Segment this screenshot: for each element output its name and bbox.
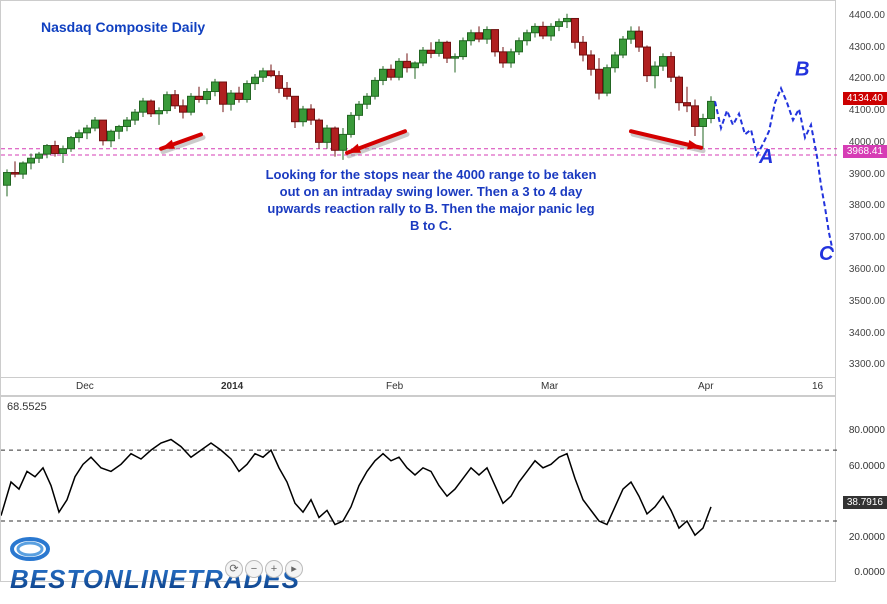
time-x-axis: Dec 2014 Feb Mar Apr 16 (0, 378, 836, 396)
indicator-current-marker: 38.7916 (843, 496, 887, 509)
svg-text:out on an intraday swing lower: out on an intraday swing lower. Then a 3… (280, 184, 583, 199)
indicator-y-axis: 0.000020.000040.000060.000080.000038.791… (836, 396, 887, 582)
svg-text:A: A (758, 146, 773, 168)
ytick-label: 4200.00 (849, 73, 885, 84)
price-chart-panel: A B C Looking for the stops near the 4000 r… (0, 0, 836, 378)
xtick-label: 2014 (221, 381, 243, 392)
ytick-label: 3300.00 (849, 359, 885, 370)
support-marker: 3968.41 (843, 145, 887, 158)
indicator-value-label: 68.5525 (7, 401, 47, 413)
chart-toolbar: ⟳−+▸ (225, 560, 303, 578)
toolbar-button[interactable]: + (265, 560, 283, 578)
indicator-ytick: 20.0000 (849, 532, 885, 543)
chart-title: Nasdaq Composite Daily (41, 19, 205, 35)
ytick-label: 4100.00 (849, 105, 885, 116)
toolbar-button[interactable]: ⟳ (225, 560, 243, 578)
indicator-ytick: 60.0000 (849, 461, 885, 472)
ytick-label: 3900.00 (849, 169, 885, 180)
ytick-label: 3500.00 (849, 296, 885, 307)
ytick-label: 4400.00 (849, 10, 885, 21)
xtick-label: Apr (698, 381, 714, 392)
xtick-label: Dec (76, 381, 94, 392)
ytick-label: 3800.00 (849, 200, 885, 211)
xtick-label: 16 (812, 381, 823, 392)
indicator-ytick: 0.0000 (854, 567, 885, 578)
toolbar-button[interactable]: − (245, 560, 263, 578)
xtick-label: Feb (386, 381, 403, 392)
ytick-label: 3700.00 (849, 232, 885, 243)
svg-text:B: B (795, 59, 809, 81)
toolbar-button[interactable]: ▸ (285, 560, 303, 578)
price-chart-svg: A B C Looking for the stops near the 4000 r… (1, 1, 837, 379)
ytick-label: 4300.00 (849, 42, 885, 53)
xtick-label: Mar (541, 381, 558, 392)
svg-text:Looking for the stops near the: Looking for the stops near the 4000 rang… (266, 167, 597, 182)
svg-text:C: C (819, 243, 834, 265)
svg-text:B to C.: B to C. (410, 218, 452, 233)
ytick-label: 3600.00 (849, 264, 885, 275)
svg-text:upwards reaction rally to B.: upwards reaction rally to B. Then the ma… (267, 201, 594, 216)
price-marker: 4134.40 (843, 92, 887, 105)
price-y-axis: 3300.00 3400.00 3500.00 3600.00 3700.00 3800.… (836, 0, 887, 378)
indicator-ytick: 80.0000 (849, 425, 885, 436)
ytick-label: 3400.00 (849, 328, 885, 339)
